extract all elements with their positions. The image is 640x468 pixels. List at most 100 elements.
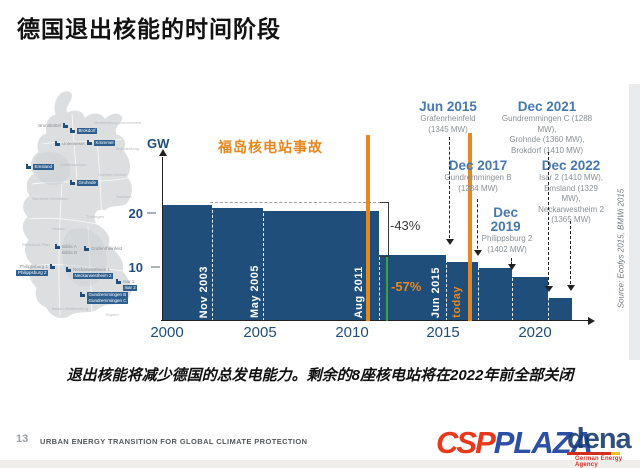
region-label: Sachsen-Anhalt [98,172,127,177]
source-credit: Source: Ecofys 2015, BMWi 2015 [616,188,626,309]
y-tick-20: 20 [128,206,143,221]
callout-dec-2021: Dec 2021 Gundremmingen C (1288 MW), Groh… [501,99,593,155]
cspplaza-logo: CSPPLAZA [436,425,593,461]
x-tick-2015: 2015 [426,324,460,341]
dena-logo: dena [567,423,632,455]
bar-date-label: Jun 2015 [429,266,442,318]
bar-date-label: Nov 2003 [198,265,211,318]
plant-label: Philippsburg 1 [19,264,48,269]
fukushima-annotation: 福岛核电站事故 [218,139,323,155]
step-divider-dashline [547,277,549,321]
arrow-dec-2019 [507,258,516,270]
remaining-percent-label: -57% [391,279,422,294]
dena-stripe-yellow [611,452,620,455]
pre-fukushima-level-dashline [210,202,386,203]
step-divider-dashline [212,205,214,321]
drop-bracket [380,202,389,257]
capacity-bar-segment [547,297,572,321]
today-label: today [451,286,464,318]
plant-label: Krümmel [94,140,116,146]
y-tick-20-dash [147,212,156,214]
capacity-bar-segment [262,210,379,321]
callout-jun-2015: Jun 2015 Grafenrheinfeld (1345 MW) [419,99,477,134]
step-divider-dashline [378,210,380,321]
plant-label: Brunsbüttel [38,123,61,128]
plant-label: Gundremmingen C [87,298,129,304]
capacity-bar-segment [445,262,478,321]
plant-label: Emsland [33,164,54,170]
plant-label: Isar 1 [123,279,135,284]
region-label: Rheinland-Pfalz [22,242,51,247]
chart-edge-band [629,84,640,360]
today-event-line [468,133,472,321]
x-axis-arrow-icon [588,317,595,325]
plant-icon [55,244,60,249]
plant-icon [50,264,55,269]
step-divider-dashline [477,262,479,321]
region-label: Thüringen [86,214,105,219]
region-label: Bayern [106,312,119,317]
germany-outline [21,90,133,320]
arrow-dec-2017 [473,199,482,256]
remaining-capacity-line [386,257,388,321]
slide-title: 德国退出核能的时间阶段 [17,16,281,42]
capacity-bar-segment [378,255,446,321]
region-label: Nordrhein-Westfalen [32,196,69,201]
csp-logo-text: CSP [436,425,496,460]
plant-icon [26,164,31,169]
x-tick-2010: 2010 [335,324,369,341]
germany-map: Brunsbüttel Brokdorf Unterweser Krümmel Emsl… [2,84,162,344]
callout-dec-2017: Dec 2017 Gundremmingen B (1284 MW) [444,158,512,193]
capacity-bar-segment [477,267,512,321]
bar-date-label: May 2005 [248,265,261,318]
step-divider-dashline [512,267,513,321]
plant-label: Philippsburg 2 [16,270,48,276]
region-label: Hessen [52,226,66,231]
callout-dec-2022: Dec 2022 Isar 2 (1410 MW), Emsland (1329… [538,158,604,225]
plant-label: Grafenrheinfeld [91,246,123,251]
plant-icon [55,141,60,146]
key-message: 退出核能将减少德国的总发电能力。剩余的8座核电站将在2022年前全部关闭 [66,367,574,384]
plant-label: Biblis A [62,244,77,249]
y-axis-arrow-icon [158,149,167,156]
capacity-bar-segment [212,208,263,321]
region-label: Baden-Württemberg [52,306,89,311]
plant-icon [80,292,85,297]
plant-icon [116,279,121,284]
map-plant-markers: Brunsbüttel Brokdorf Unterweser Krümmel Emsl… [2,84,162,344]
plant-icon [66,267,71,272]
plant-icon [87,140,92,145]
region-label: Brandenburg [116,146,140,151]
fukushima-event-line [366,135,370,321]
capacity-bar-segment [162,205,213,321]
drop-percent-label: -43% [390,218,421,233]
dena-subtitle: German Energy Agency [575,456,623,468]
plant-label: Neckarwestheim 1 [73,267,111,272]
plant-label: Gundremmingen B [87,292,128,298]
plant-label: Brokdorf [77,128,98,134]
plant-label: Grohnde [77,180,98,186]
capacity-bar-segment [512,277,548,321]
region-label: Mecklenburg-Vorpommern [94,120,142,125]
plant-label: Isar 2 [123,285,138,291]
step-divider-dashline [445,255,447,321]
arrow-dec-2022 [566,221,575,291]
step-divider-dashline [262,208,264,321]
y-tick-10-dash [151,266,160,268]
x-axis [161,320,589,321]
y-tick-10: 10 [128,260,143,275]
page-number: 13 [16,433,29,445]
footer-title: URBAN ENERGY TRANSITION FOR GLOBAL CLIMA… [40,437,308,446]
callout-dec-2019: Dec 2019 Philippsburg 2 (1402 MW) [481,205,533,254]
y-axis [162,157,163,321]
plant-icon [70,128,75,133]
plant-label: Unterweser [62,141,86,146]
plant-label: Neckarwestheim 2 [73,273,114,279]
x-tick-2000: 2000 [150,324,184,341]
slide-bottom-band [0,460,640,468]
region-label: Niedersachsen [60,162,87,167]
x-tick-2005: 2005 [243,324,277,341]
plant-label: Biblis B [62,250,78,255]
dena-stripe-red [567,452,611,455]
